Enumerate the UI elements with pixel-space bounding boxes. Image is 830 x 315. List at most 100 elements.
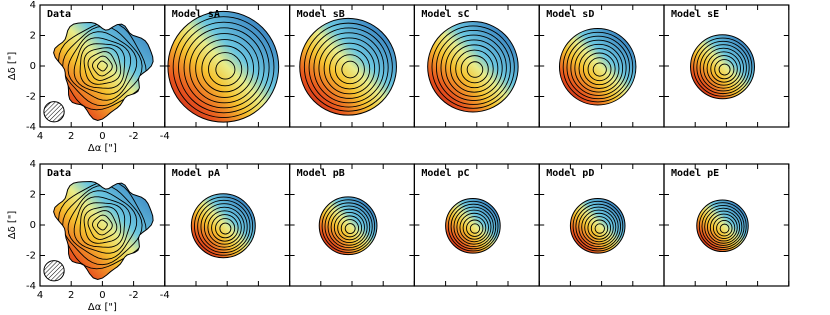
- panel-title: Model sD: [546, 9, 594, 20]
- contour: [592, 62, 607, 77]
- contour: [445, 39, 503, 97]
- contour: [572, 200, 624, 252]
- contour: [578, 206, 619, 248]
- contour: [466, 61, 484, 78]
- panel-title: Data: [47, 168, 71, 179]
- contour: [466, 219, 484, 237]
- contour: [83, 206, 122, 244]
- y-tick-label: -2: [26, 92, 36, 103]
- contour: [73, 37, 132, 95]
- y-tick-label: 2: [30, 190, 36, 201]
- map-outline: [558, 28, 637, 106]
- contour: [87, 210, 118, 240]
- panel: Model sD: [538, 4, 665, 128]
- panel-title: Model pC: [421, 168, 469, 179]
- contour: [450, 44, 499, 93]
- y-tick-label: -4: [26, 122, 36, 133]
- contour: [67, 190, 138, 260]
- contour: [455, 49, 494, 89]
- x-tick-label: 2: [68, 290, 74, 301]
- velocity-map: [167, 11, 279, 123]
- panel-title: Data: [47, 9, 71, 20]
- contour: [344, 223, 356, 234]
- contour: [327, 205, 371, 249]
- contour: [709, 213, 738, 242]
- y-tick-label: 2: [30, 31, 36, 42]
- contour: [211, 214, 239, 242]
- beam: [43, 101, 65, 123]
- contour: [594, 223, 605, 234]
- panel: Model sA: [164, 4, 291, 128]
- contour: [707, 210, 741, 244]
- panel-title: Model pA: [172, 168, 220, 179]
- contour: [323, 42, 376, 95]
- contour: [183, 27, 265, 109]
- contour: [587, 57, 612, 82]
- contour: [324, 202, 373, 251]
- contour: [215, 59, 236, 80]
- contour: [462, 216, 487, 240]
- contour: [92, 214, 113, 236]
- x-tick-label: 4: [37, 290, 43, 301]
- contour: [459, 212, 489, 243]
- contour: [587, 216, 612, 240]
- contour: [172, 16, 275, 118]
- contour: [701, 204, 745, 248]
- contour: [97, 60, 108, 72]
- contour: [219, 222, 232, 235]
- y-tick-label: 4: [30, 0, 36, 11]
- contour: [703, 47, 744, 89]
- map-outline: [167, 10, 280, 123]
- beam: [43, 260, 65, 282]
- contour: [456, 209, 492, 245]
- contour: [308, 27, 389, 108]
- contour: [318, 37, 380, 99]
- contour: [566, 35, 630, 100]
- y-tick-label: -4: [26, 281, 36, 292]
- x-axis-label: Δα ["]: [88, 302, 117, 313]
- contour: [194, 196, 254, 256]
- contour: [447, 200, 499, 252]
- x-tick-label: -2: [129, 131, 139, 142]
- panel: Model pA: [164, 163, 291, 287]
- panel-title: Model sB: [297, 9, 345, 20]
- contour: [62, 184, 143, 266]
- contour: [710, 55, 738, 83]
- y-axis-label: Δδ ["]: [7, 52, 18, 81]
- contour: [562, 31, 634, 103]
- contour: [714, 59, 735, 80]
- contour: [453, 206, 494, 248]
- contour: [195, 39, 254, 98]
- panel-title: Model sE: [671, 9, 719, 20]
- contour: [584, 212, 614, 243]
- panel: Model sB: [289, 4, 416, 128]
- x-tick-label: -4: [160, 131, 170, 142]
- contour: [706, 51, 741, 86]
- map-outline: [690, 34, 755, 100]
- x-tick-label: 0: [99, 290, 105, 301]
- x-tick-label: -2: [129, 290, 139, 301]
- contour: [581, 209, 617, 245]
- contour: [712, 216, 736, 239]
- contour: [208, 52, 243, 87]
- contour: [696, 40, 750, 95]
- contour: [313, 32, 385, 104]
- contour: [340, 219, 360, 238]
- contour: [321, 199, 376, 253]
- contour: [578, 48, 620, 89]
- contour: [460, 55, 489, 84]
- map-outline: [190, 193, 256, 259]
- panel: Model pC: [413, 163, 540, 287]
- y-tick-label: -2: [26, 251, 36, 262]
- contour: [329, 48, 371, 90]
- contour: [435, 30, 511, 105]
- panel-title: Model pB: [297, 168, 345, 179]
- contour: [431, 25, 515, 109]
- contour: [575, 203, 621, 250]
- x-tick-label: 4: [37, 131, 43, 142]
- panel-title: Model pD: [546, 168, 594, 179]
- contour: [333, 211, 365, 244]
- map-outline: [696, 199, 749, 253]
- contour: [699, 44, 747, 92]
